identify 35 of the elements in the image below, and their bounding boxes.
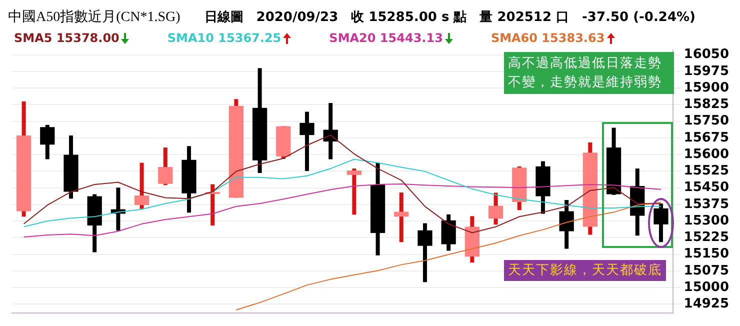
y-tick-label: 15450	[684, 180, 730, 196]
y-tick-label: 15075	[684, 263, 730, 278]
y-tick-label: 15750	[684, 114, 730, 129]
y-tick-label: 15300	[684, 213, 730, 228]
y-tick-label: 15675	[684, 130, 730, 146]
candlestick	[654, 204, 668, 242]
annotation: 天天下影線，天天都破底	[504, 260, 666, 281]
candlestick	[300, 112, 314, 171]
y-tick-label: 15975	[684, 64, 730, 79]
candlestick	[346, 168, 362, 215]
candlestick	[394, 192, 409, 242]
chart-subtitle: 日線圖 2020/09/23 收 15285.00 s 點 量 202512 口 -37.50 (-0.24%)	[204, 9, 696, 27]
text: SMA60 15383.63	[490, 31, 606, 45]
y-tick-label: 15825	[684, 97, 730, 112]
text: SMA20 15443.13	[329, 31, 444, 45]
candlestick	[134, 162, 150, 209]
y-tick-label: 15525	[684, 164, 730, 179]
annotation: 高不過高低過低日落走勢不變，走勢就是維持弱勢	[504, 52, 674, 94]
candlestick	[418, 223, 432, 282]
y-tick-label: 15375	[684, 196, 730, 212]
candlestick	[488, 192, 504, 225]
y-tick-label: 15600	[684, 146, 730, 162]
candlestick	[441, 214, 456, 251]
y-tick-label: 15225	[684, 230, 730, 246]
text: SMA5 15378.00	[14, 31, 120, 45]
candlestick	[559, 200, 574, 249]
text: SMA10 15367.25	[167, 31, 282, 45]
candlestick	[40, 124, 55, 160]
chart-title: 中國A50指數近月(CN*1.SG)	[8, 8, 180, 27]
y-tick-label: 14925	[684, 296, 730, 312]
y-tick-label: 15150	[684, 246, 730, 262]
y-tick-label: 15000	[684, 280, 730, 295]
y-tick-label: 15900	[684, 80, 730, 96]
y-tick-label: 16050	[684, 47, 730, 62]
candlestick	[158, 147, 173, 186]
